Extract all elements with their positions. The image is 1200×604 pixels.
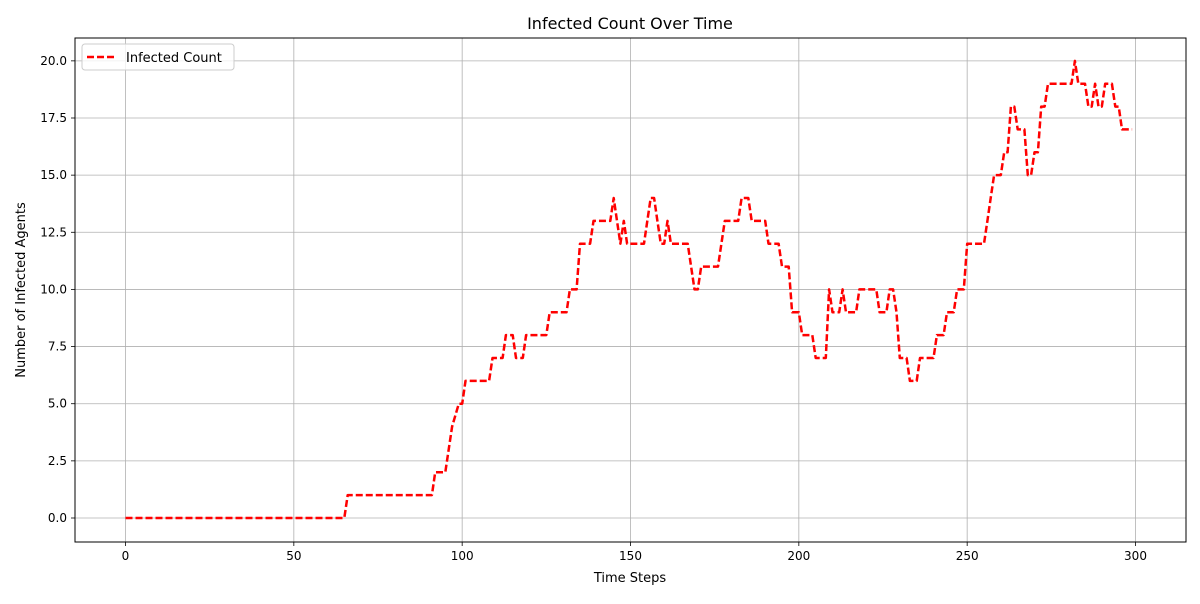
x-tick-label: 200 [787, 549, 810, 563]
series-layer [125, 59, 1133, 520]
y-tick-label: 15.0 [40, 168, 67, 182]
x-tick-label: 100 [451, 549, 474, 563]
y-tick-label: 7.5 [48, 340, 67, 354]
x-tick-label: 300 [1124, 549, 1147, 563]
legend-label: Infected Count [126, 51, 222, 66]
chart-title: Infected Count Over Time [527, 14, 733, 33]
y-tick-label: 0.0 [48, 511, 67, 525]
y-tick-label: 5.0 [48, 397, 67, 411]
y-tick-label: 2.5 [48, 454, 67, 468]
legend-box [81, 43, 235, 71]
ticks: 0 50 100 150 200 250 300 0.0 2.5 5.0 7.5 10.0 12.5 15… [40, 54, 1147, 563]
x-tick-label: 150 [619, 549, 642, 563]
x-tick-label: 50 [286, 549, 301, 563]
legend: Infected Count [81, 43, 235, 71]
y-tick-label: 17.5 [40, 111, 67, 125]
y-tick-label: 10.0 [40, 282, 67, 296]
x-tick-label: 250 [956, 549, 979, 563]
x-axis-label: Time Steps [593, 571, 667, 586]
y-tick-label: 20.0 [40, 54, 67, 68]
series-line-infected-count [125, 59, 1133, 520]
y-tick-label: 12.5 [40, 225, 67, 239]
x-tick-label: 0 [122, 549, 130, 563]
y-axis-label: Number of Infected Agents [14, 202, 29, 378]
